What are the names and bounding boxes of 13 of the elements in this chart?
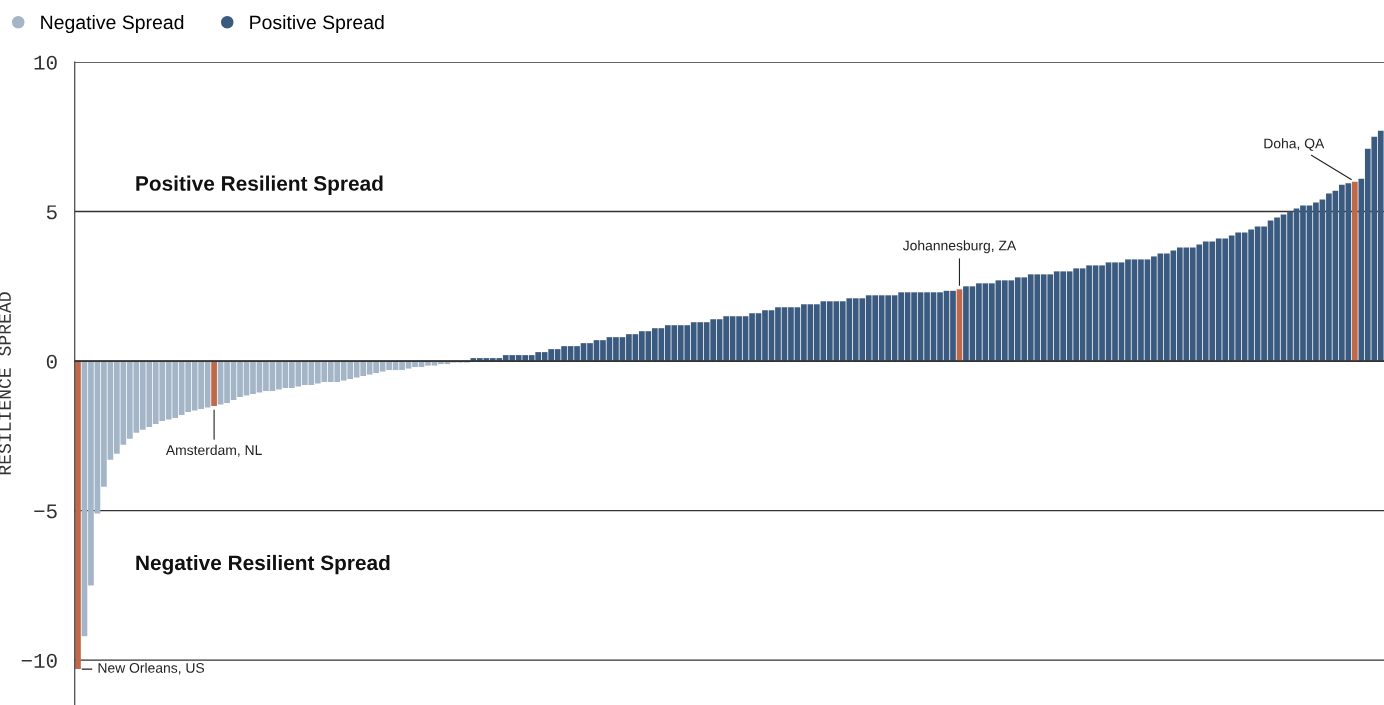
- annotation: Doha, QA: [1264, 138, 1325, 151]
- y-tick-label: −10: [21, 653, 57, 668]
- annotation: New Orleans, US: [98, 662, 205, 675]
- annotation: Positive Resilient Spread: [136, 175, 383, 195]
- y-tick-label: 5: [46, 205, 57, 220]
- annotation: Negative Resilient Spread: [136, 554, 390, 575]
- y-tick-label: −5: [34, 504, 57, 519]
- y-tick-label: 0: [46, 354, 57, 369]
- annotation: Amsterdam, NL: [165, 444, 262, 457]
- legend-label: Positive Spread: [250, 14, 384, 34]
- legend-label: Negative Spread: [41, 14, 184, 34]
- annotation: Johannesburg, ZA: [902, 240, 1017, 254]
- y-tick-label: 10: [34, 55, 57, 70]
